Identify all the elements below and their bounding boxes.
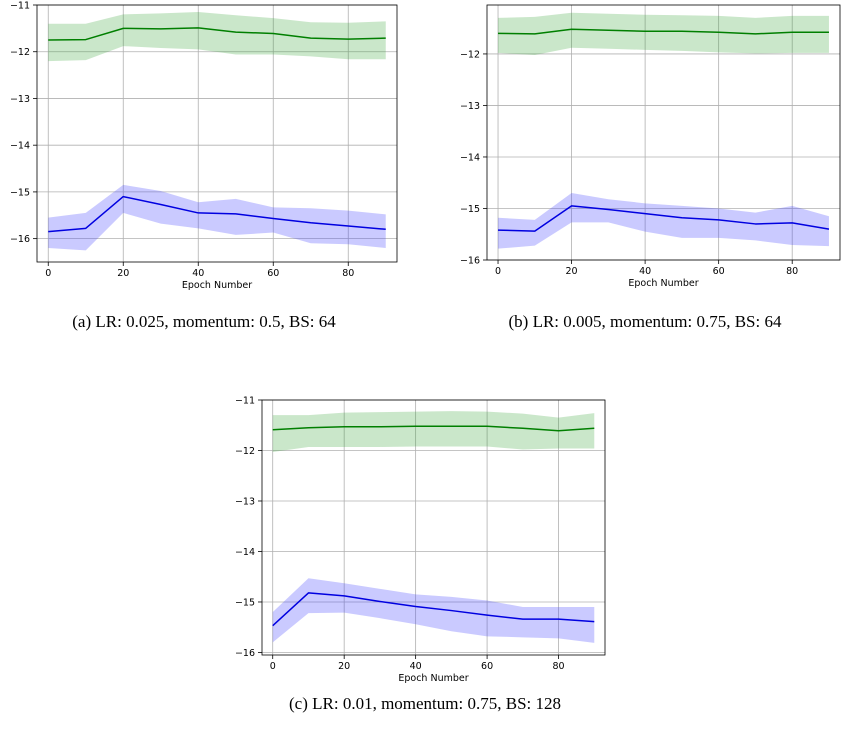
x-tick-label: 40 — [410, 661, 422, 672]
x-tick-label: 60 — [481, 661, 493, 672]
x-tick-label: 20 — [117, 268, 129, 279]
series-band-1 — [48, 184, 386, 251]
chart-panel-a: 0 20 40 60 80 −11 −12 −13 −14 −15 −16 Epoch Number — [0, 0, 410, 300]
y-tick-label: −14 — [460, 152, 480, 163]
series-line-1 — [498, 205, 830, 232]
series-line-1 — [272, 592, 595, 627]
x-tick-label: 0 — [270, 661, 276, 672]
y-tick-label: −15 — [235, 597, 255, 608]
x-tick-label: 80 — [786, 266, 798, 277]
y-tick-label: −13 — [235, 496, 255, 507]
y-tick-label: −13 — [10, 94, 30, 105]
x-tick-label: 40 — [192, 268, 204, 279]
x-tick-label: 60 — [267, 268, 279, 279]
plot-frame — [36, 4, 398, 263]
series-band-0 — [272, 411, 595, 453]
plot-frame — [486, 4, 841, 261]
x-tick-label: 20 — [338, 661, 350, 672]
y-tick-label: −15 — [460, 204, 480, 215]
caption-a: (a) LR: 0.025, momentum: 0.5, BS: 64 — [72, 312, 336, 331]
x-axis-label: Epoch Number — [628, 278, 698, 289]
y-tick-label: −13 — [460, 101, 480, 112]
y-tick-label: −16 — [235, 648, 255, 659]
y-tick-label: −11 — [10, 1, 30, 12]
y-tick-label: −12 — [10, 47, 30, 58]
y-tick-label: −12 — [460, 49, 480, 60]
y-tick-label: −12 — [235, 446, 255, 457]
chart-c: 0 20 40 60 80 −11 −12 −13 −14 −15 −16 Epoch Number — [235, 396, 606, 684]
x-tick-label: 60 — [713, 266, 725, 277]
x-tick-label: 80 — [342, 268, 354, 279]
y-tick-label: −14 — [235, 547, 255, 558]
series-line-0 — [48, 27, 386, 41]
chart-panel-c: 0 20 40 60 80 −11 −12 −13 −14 −15 −16 Epoch Number — [210, 385, 630, 685]
series-line-0 — [498, 28, 829, 35]
series-band-1 — [498, 193, 829, 249]
caption-c: (c) LR: 0.01, momentum: 0.75, BS: 128 — [289, 694, 561, 713]
chart-a: 0 20 40 60 80 −11 −12 −13 −14 −15 −16 Epoch Number — [10, 1, 398, 291]
x-axis-label: Epoch Number — [182, 280, 252, 291]
chart-panel-b: 0 20 40 60 80 −12 −13 −14 −15 −16 Epoch Number — [430, 0, 850, 300]
series-line-0 — [272, 425, 595, 432]
x-tick-label: 0 — [45, 268, 51, 279]
series-band-0 — [498, 12, 829, 55]
x-axis-label: Epoch Number — [398, 673, 468, 684]
y-tick-label: −11 — [235, 396, 255, 407]
x-tick-label: 20 — [566, 266, 578, 277]
series-band-0 — [48, 12, 386, 62]
plot-frame — [261, 399, 606, 656]
caption-b: (b) LR: 0.005, momentum: 0.75, BS: 64 — [508, 312, 782, 331]
y-tick-label: −15 — [10, 187, 30, 198]
x-tick-label: 0 — [495, 266, 501, 277]
chart-b: 0 20 40 60 80 −12 −13 −14 −15 −16 Epoch Number — [460, 4, 841, 289]
y-tick-label: −16 — [10, 234, 30, 245]
y-tick-label: −14 — [10, 141, 30, 152]
y-tick-label: −16 — [460, 256, 480, 267]
x-tick-label: 80 — [553, 661, 565, 672]
series-line-1 — [48, 195, 386, 233]
x-tick-label: 40 — [639, 266, 651, 277]
gridlines — [487, 5, 840, 261]
series-band-1 — [272, 578, 595, 643]
